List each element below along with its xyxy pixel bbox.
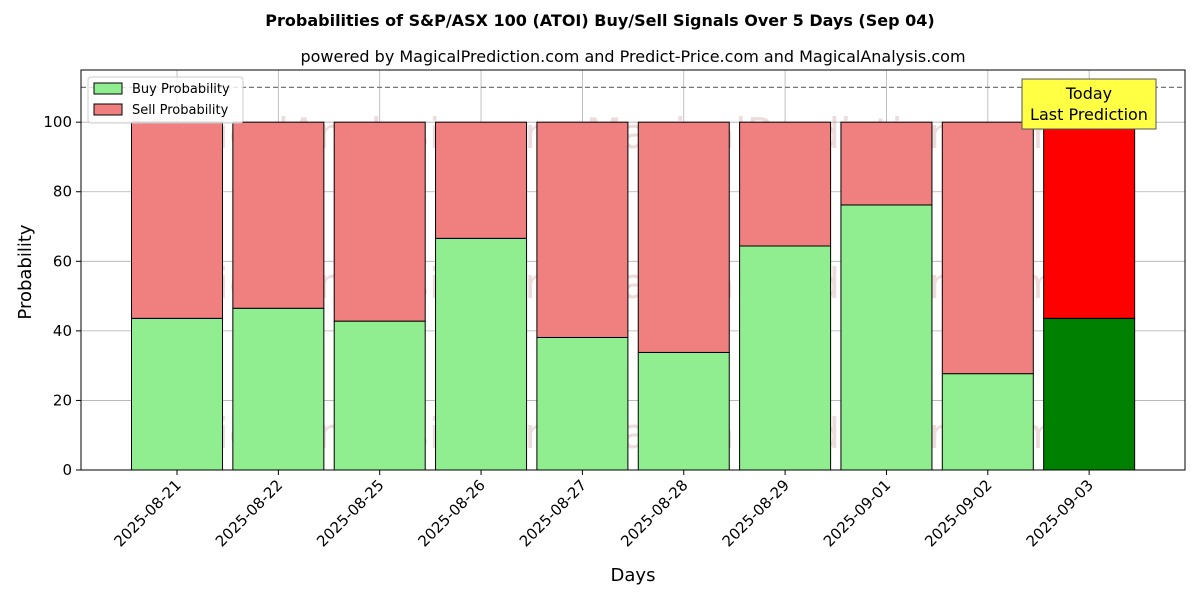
x-tick-label: 2025-08-21	[110, 476, 184, 550]
x-axis: 2025-08-21 2025-08-22 2025-08-25 2025-08-26…	[110, 470, 1097, 550]
bar-sell	[333, 121, 426, 322]
bar-buy	[333, 320, 426, 471]
y-tick-label: 20	[53, 391, 72, 409]
x-tick-label: 2025-09-01	[820, 476, 894, 550]
legend: Buy Probability Sell Probability	[87, 76, 244, 124]
chart-title: Probabilities of S&P/ASX 100 (ATOI) Buy/…	[265, 11, 934, 30]
bar-sell	[232, 121, 325, 309]
y-tick-label: 40	[53, 322, 72, 340]
annotation-line1: Today	[1065, 84, 1112, 103]
annotation-line2: Last Prediction	[1030, 105, 1148, 124]
y-tick-label: 60	[53, 252, 72, 270]
legend-swatch-sell	[93, 103, 123, 116]
chart-subtitle: powered by MagicalPrediction.com and Pre…	[300, 47, 965, 66]
today-annotation: Today Last Prediction	[1021, 78, 1157, 130]
bar-buy	[1043, 317, 1136, 471]
plot-frame	[80, 69, 1186, 471]
bar-buy	[232, 307, 325, 471]
y-axis: 0 20 40 60 80 100	[43, 113, 81, 479]
bar-sell	[435, 121, 528, 239]
bar-buy	[131, 317, 223, 471]
legend-swatch-buy	[93, 82, 123, 95]
legend-box	[87, 76, 244, 124]
bar-sell	[1043, 121, 1136, 319]
bar-buy	[840, 204, 933, 471]
y-axis-label: Probability	[15, 224, 36, 319]
bar-sell	[739, 121, 832, 247]
bar-sell	[941, 121, 1034, 375]
y-tick-label: 100	[43, 113, 72, 131]
legend-label-buy: Buy Probability	[132, 82, 230, 97]
y-tick-label: 0	[62, 461, 72, 479]
x-tick-label: 2025-08-27	[516, 476, 590, 550]
legend-label-sell: Sell Probability	[132, 103, 229, 118]
bar-buy	[941, 373, 1034, 471]
y-tick-label: 80	[53, 183, 72, 201]
x-tick-label: 2025-08-25	[313, 476, 387, 550]
bar-sell	[840, 121, 933, 206]
x-tick-label: 2025-08-22	[212, 476, 286, 550]
annotation-box	[1021, 78, 1157, 130]
x-tick-label: 2025-08-29	[719, 476, 793, 550]
x-tick-label: 2025-08-26	[414, 476, 488, 550]
bar-buy	[435, 237, 528, 471]
bar-buy	[637, 351, 730, 471]
bar-buy	[536, 336, 629, 471]
bar-sell	[131, 121, 223, 319]
x-tick-label: 2025-09-02	[921, 476, 995, 550]
bars	[131, 121, 1136, 471]
x-axis-label: Days	[611, 565, 656, 586]
bar-sell	[637, 121, 730, 353]
bar-buy	[739, 245, 832, 471]
bar-sell	[536, 121, 629, 338]
x-tick-label: 2025-08-28	[617, 476, 691, 550]
x-tick-label: 2025-09-03	[1023, 476, 1097, 550]
